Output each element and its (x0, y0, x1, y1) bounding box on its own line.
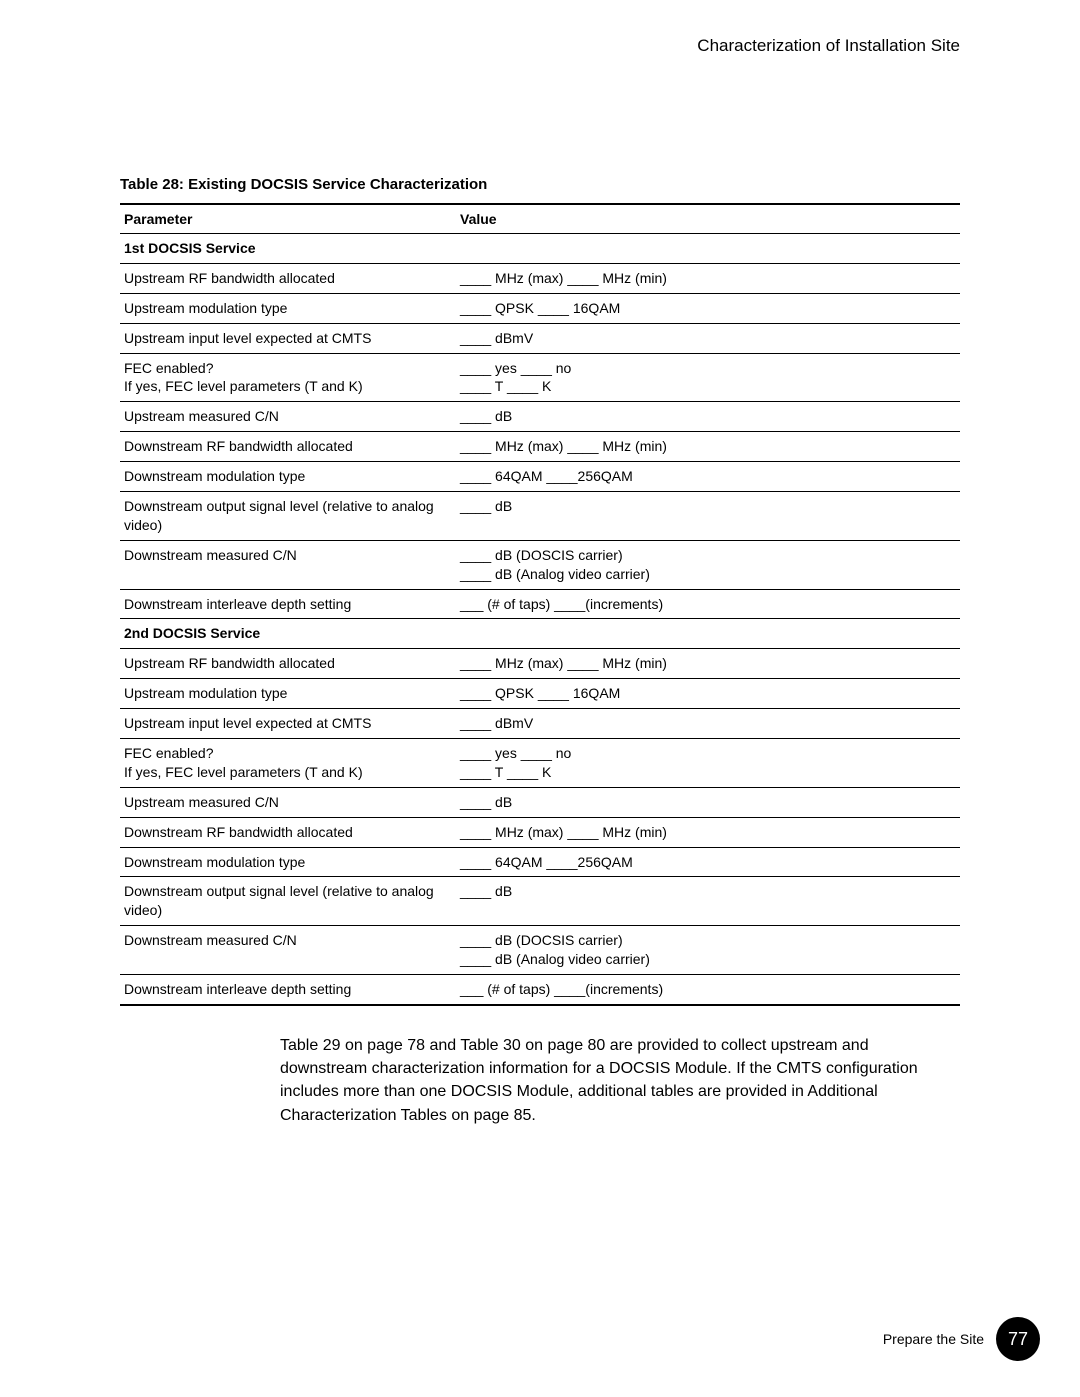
table-cell: ____ 64QAM ____256QAM (456, 462, 960, 492)
table-cell: Downstream RF bandwidth allocated (120, 432, 456, 462)
table-cell: ____ dB (DOSCIS carrier)____ dB (Analog … (456, 540, 960, 589)
table-cell: Upstream input level expected at CMTS (120, 323, 456, 353)
table-cell: ____ dB (DOCSIS carrier)____ dB (Analog … (456, 926, 960, 975)
table-cell: Upstream measured C/N (120, 787, 456, 817)
table-cell: ____ dBmV (456, 709, 960, 739)
section-1-header: 1st DOCSIS Service (120, 234, 960, 264)
table-cell: ____ dB (456, 877, 960, 926)
table-cell: Upstream measured C/N (120, 402, 456, 432)
table-cell: ____ QPSK ____ 16QAM (456, 293, 960, 323)
table-cell: Downstream RF bandwidth allocated (120, 817, 456, 847)
table-cell: ____ MHz (max) ____ MHz (min) (456, 432, 960, 462)
section-2-header: 2nd DOCSIS Service (120, 619, 960, 649)
table-cell: ____ yes ____ no____ T ____ K (456, 739, 960, 788)
table-cell: Upstream RF bandwidth allocated (120, 263, 456, 293)
table-cell: Downstream output signal level (relative… (120, 877, 456, 926)
table-cell: ___ (# of taps) ____(increments) (456, 589, 960, 619)
table-cell: Downstream modulation type (120, 847, 456, 877)
table-cell: ____ dB (456, 402, 960, 432)
table-cell: ___ (# of taps) ____(increments) (456, 975, 960, 1005)
page-footer: Prepare the Site 77 (883, 1317, 1040, 1361)
docsis-table: Parameter Value 1st DOCSIS Service Upstr… (120, 203, 960, 1006)
column-header-parameter: Parameter (120, 204, 456, 234)
page-header-title: Characterization of Installation Site (120, 36, 960, 56)
table-cell: ____ yes ____ no____ T ____ K (456, 353, 960, 402)
table-cell: ____ MHz (max) ____ MHz (min) (456, 649, 960, 679)
table-cell: ____ dB (456, 492, 960, 541)
table-cell: Downstream interleave depth setting (120, 975, 456, 1005)
footer-section-label: Prepare the Site (883, 1331, 984, 1347)
table-cell: Downstream output signal level (relative… (120, 492, 456, 541)
table-cell: ____ dB (456, 787, 960, 817)
table-cell: FEC enabled?If yes, FEC level parameters… (120, 739, 456, 788)
table-caption: Table 28: Existing DOCSIS Service Charac… (120, 176, 960, 193)
table-cell: Upstream RF bandwidth allocated (120, 649, 456, 679)
table-cell: Downstream measured C/N (120, 926, 456, 975)
table-cell: ____ dBmV (456, 323, 960, 353)
table-cell: Downstream measured C/N (120, 540, 456, 589)
table-cell: Downstream interleave depth setting (120, 589, 456, 619)
table-cell: Upstream modulation type (120, 679, 456, 709)
table-cell: ____ QPSK ____ 16QAM (456, 679, 960, 709)
table-cell: Upstream input level expected at CMTS (120, 709, 456, 739)
page-number-badge: 77 (996, 1317, 1040, 1361)
table-cell: ____ MHz (max) ____ MHz (min) (456, 817, 960, 847)
body-paragraph: Table 29 on page 78 and Table 30 on page… (280, 1034, 960, 1127)
table-cell: ____ 64QAM ____256QAM (456, 847, 960, 877)
table-cell: ____ MHz (max) ____ MHz (min) (456, 263, 960, 293)
table-cell: Upstream modulation type (120, 293, 456, 323)
column-header-value: Value (456, 204, 960, 234)
table-cell: Downstream modulation type (120, 462, 456, 492)
table-cell: FEC enabled?If yes, FEC level parameters… (120, 353, 456, 402)
